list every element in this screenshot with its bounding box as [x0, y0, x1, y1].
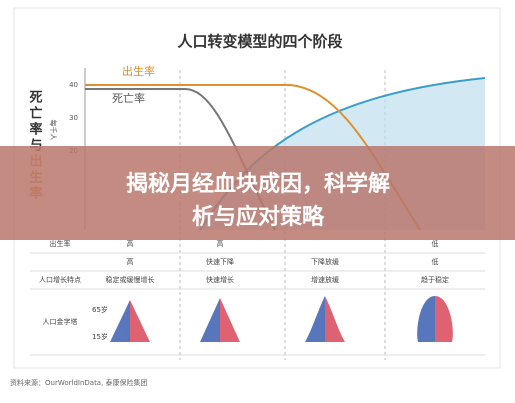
- y-unit: 每千人: [49, 120, 58, 141]
- age-65: 65岁: [92, 305, 108, 314]
- banner-line: 揭秘月经血块成因，科学解: [126, 171, 390, 197]
- cell: 快速下降: [206, 257, 234, 266]
- y-label-char: 死: [29, 91, 42, 106]
- pyramid-label: 人口金字塔: [43, 317, 78, 326]
- age-15: 15岁: [92, 332, 108, 341]
- table: 出生率高高低高 快速下降 下降放缓 低人口增长特点 稳定或缓慢增长 快速增长 增速放缓 趋于稳…: [39, 239, 449, 284]
- legend-death: 死亡率: [112, 91, 145, 105]
- chart-title: 人口转变模型的四个阶段: [177, 33, 342, 51]
- cell: 快速增长: [206, 275, 234, 284]
- cell: 下降放缓: [311, 257, 339, 266]
- cell: 低: [432, 239, 439, 248]
- pyramids: [110, 296, 453, 342]
- y-label-char: 亡: [29, 106, 42, 122]
- y-label-char: 率: [29, 122, 42, 138]
- cell: 高: [217, 239, 224, 248]
- cell: 增速放缓: [311, 275, 339, 284]
- cell: 高: [127, 239, 134, 248]
- banner-line: 析与应对策略: [192, 204, 325, 230]
- banner: [0, 146, 515, 240]
- cell: 稳定或缓慢增长: [106, 275, 155, 284]
- row-label: 出生率: [50, 239, 71, 248]
- y-unit: 每千人: [49, 120, 58, 141]
- row-label: 人口增长特点: [39, 275, 81, 284]
- y-tick-label: 40: [69, 81, 78, 89]
- legend-birth: 出生率: [122, 64, 155, 78]
- table-lines: [30, 252, 485, 356]
- cell: 高: [127, 257, 134, 266]
- cell: 趋于稳定: [421, 275, 449, 284]
- cell: 低: [432, 257, 439, 266]
- y-tick-label: 30: [69, 114, 78, 122]
- source: 资料来源：OurWorldInData, 泰康保险集团: [10, 378, 148, 387]
